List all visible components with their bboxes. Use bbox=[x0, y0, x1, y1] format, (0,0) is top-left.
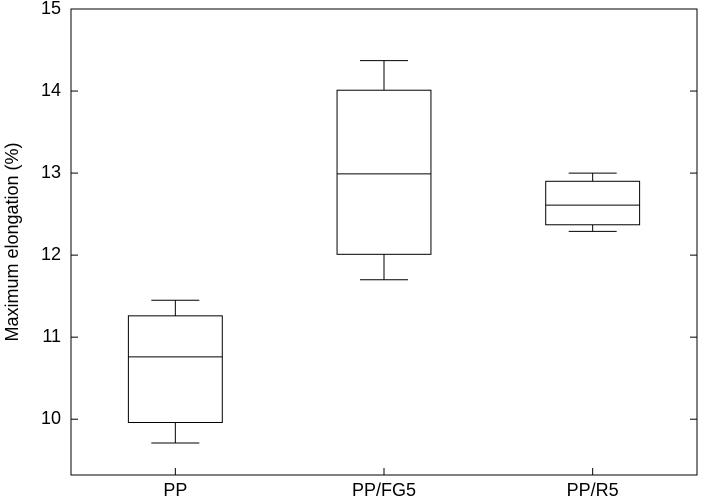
y-tick-label: 10 bbox=[41, 408, 61, 428]
box bbox=[545, 180, 641, 226]
y-tick-label: 11 bbox=[42, 326, 61, 346]
y-tick-label: 13 bbox=[41, 162, 61, 182]
y-axis-label: Maximum elongation (%) bbox=[2, 142, 22, 341]
x-tick-label: PP/R5 bbox=[567, 480, 619, 500]
y-tick-label: 14 bbox=[41, 80, 61, 100]
y-tick-label: 15 bbox=[41, 0, 61, 18]
x-tick-label: PP/FG5 bbox=[352, 480, 416, 500]
box bbox=[336, 89, 432, 255]
box bbox=[127, 315, 223, 423]
x-tick-label: PP bbox=[163, 480, 187, 500]
y-tick-label: 12 bbox=[41, 244, 61, 264]
